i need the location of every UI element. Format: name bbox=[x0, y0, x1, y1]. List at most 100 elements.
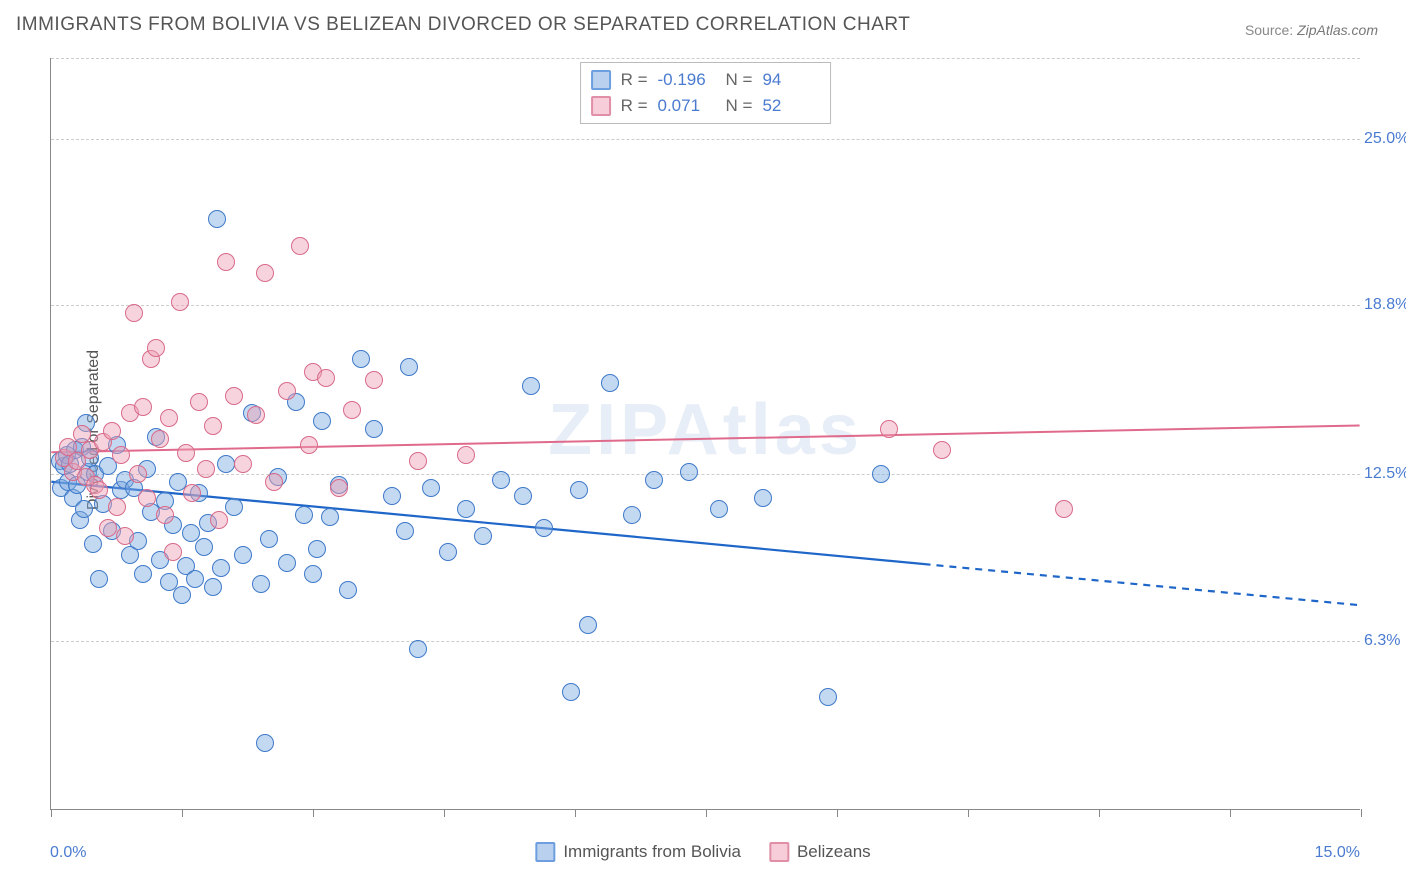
n-label: N = bbox=[726, 96, 753, 116]
data-point-belize bbox=[1055, 500, 1073, 518]
y-tick-label: 18.8% bbox=[1364, 296, 1406, 314]
swatch-bolivia bbox=[591, 70, 611, 90]
chart-container: IMMIGRANTS FROM BOLIVIA VS BELIZEAN DIVO… bbox=[0, 0, 1406, 892]
data-point-belize bbox=[265, 473, 283, 491]
legend-row-bolivia: R = -0.196 N = 94 bbox=[591, 67, 821, 93]
gridline bbox=[51, 139, 1360, 140]
y-tick-label: 6.3% bbox=[1364, 632, 1400, 650]
trendline-bolivia-dashed bbox=[924, 564, 1360, 605]
data-point-belize bbox=[99, 519, 117, 537]
data-point-bolivia bbox=[308, 540, 326, 558]
data-point-belize bbox=[147, 339, 165, 357]
data-point-bolivia bbox=[225, 498, 243, 516]
swatch-bolivia-bottom bbox=[535, 842, 555, 862]
x-tick bbox=[1230, 809, 1231, 817]
trendlines-layer bbox=[51, 58, 1360, 809]
data-point-belize bbox=[171, 293, 189, 311]
data-point-bolivia bbox=[278, 554, 296, 572]
data-point-bolivia bbox=[754, 489, 772, 507]
x-tick bbox=[837, 809, 838, 817]
data-point-bolivia bbox=[710, 500, 728, 518]
x-tick bbox=[968, 809, 969, 817]
x-axis-max-label: 15.0% bbox=[1315, 844, 1360, 862]
data-point-belize bbox=[234, 455, 252, 473]
data-point-bolivia bbox=[295, 506, 313, 524]
chart-title: IMMIGRANTS FROM BOLIVIA VS BELIZEAN DIVO… bbox=[16, 14, 910, 36]
gridline bbox=[51, 641, 1360, 642]
data-point-belize bbox=[217, 253, 235, 271]
legend-row-belize: R = 0.071 N = 52 bbox=[591, 93, 821, 119]
data-point-belize bbox=[880, 420, 898, 438]
data-point-bolivia bbox=[186, 570, 204, 588]
data-point-belize bbox=[330, 479, 348, 497]
data-point-bolivia bbox=[819, 688, 837, 706]
data-point-belize bbox=[204, 417, 222, 435]
data-point-belize bbox=[225, 387, 243, 405]
x-tick bbox=[575, 809, 576, 817]
data-point-belize bbox=[291, 237, 309, 255]
data-point-bolivia bbox=[252, 575, 270, 593]
data-point-belize bbox=[317, 369, 335, 387]
r-label: R = bbox=[621, 70, 648, 90]
source-attribution: Source: ZipAtlas.com bbox=[1245, 22, 1378, 38]
data-point-bolivia bbox=[409, 640, 427, 658]
gridline bbox=[51, 474, 1360, 475]
data-point-bolivia bbox=[365, 420, 383, 438]
data-point-bolivia bbox=[400, 358, 418, 376]
data-point-bolivia bbox=[579, 616, 597, 634]
data-point-belize bbox=[164, 543, 182, 561]
data-point-belize bbox=[156, 506, 174, 524]
legend-item-belize: Belizeans bbox=[769, 842, 871, 862]
data-point-bolivia bbox=[234, 546, 252, 564]
data-point-bolivia bbox=[256, 734, 274, 752]
data-point-belize bbox=[125, 304, 143, 322]
legend-series: Immigrants from Bolivia Belizeans bbox=[535, 842, 870, 862]
data-point-bolivia bbox=[514, 487, 532, 505]
watermark: ZIPAtlas bbox=[548, 388, 863, 470]
legend-label-bolivia: Immigrants from Bolivia bbox=[563, 842, 741, 862]
data-point-bolivia bbox=[352, 350, 370, 368]
r-value-belize: 0.071 bbox=[658, 96, 716, 116]
source-value: ZipAtlas.com bbox=[1297, 22, 1378, 38]
data-point-bolivia bbox=[75, 500, 93, 518]
data-point-bolivia bbox=[383, 487, 401, 505]
data-point-belize bbox=[90, 481, 108, 499]
data-point-bolivia bbox=[208, 210, 226, 228]
data-point-bolivia bbox=[645, 471, 663, 489]
plot-area: ZIPAtlas R = -0.196 N = 94 R = 0.071 N =… bbox=[50, 58, 1360, 810]
gridline bbox=[51, 305, 1360, 306]
data-point-belize bbox=[138, 489, 156, 507]
data-point-belize bbox=[457, 446, 475, 464]
data-point-belize bbox=[108, 498, 126, 516]
data-point-bolivia bbox=[562, 683, 580, 701]
data-point-bolivia bbox=[623, 506, 641, 524]
data-point-bolivia bbox=[457, 500, 475, 518]
x-tick bbox=[444, 809, 445, 817]
data-point-bolivia bbox=[872, 465, 890, 483]
x-tick bbox=[313, 809, 314, 817]
data-point-bolivia bbox=[212, 559, 230, 577]
x-tick bbox=[182, 809, 183, 817]
data-point-bolivia bbox=[339, 581, 357, 599]
data-point-bolivia bbox=[570, 481, 588, 499]
data-point-belize bbox=[210, 511, 228, 529]
x-tick bbox=[1099, 809, 1100, 817]
data-point-belize bbox=[134, 398, 152, 416]
data-point-bolivia bbox=[90, 570, 108, 588]
data-point-belize bbox=[197, 460, 215, 478]
data-point-belize bbox=[129, 465, 147, 483]
data-point-bolivia bbox=[422, 479, 440, 497]
data-point-bolivia bbox=[260, 530, 278, 548]
trendline-belize bbox=[51, 425, 1359, 452]
swatch-belize-bottom bbox=[769, 842, 789, 862]
n-label: N = bbox=[726, 70, 753, 90]
y-tick-label: 25.0% bbox=[1364, 130, 1406, 148]
legend-item-bolivia: Immigrants from Bolivia bbox=[535, 842, 741, 862]
data-point-bolivia bbox=[204, 578, 222, 596]
data-point-belize bbox=[300, 436, 318, 454]
n-value-bolivia: 94 bbox=[762, 70, 820, 90]
source-label: Source: bbox=[1245, 22, 1293, 38]
x-tick bbox=[706, 809, 707, 817]
r-label: R = bbox=[621, 96, 648, 116]
data-point-bolivia bbox=[439, 543, 457, 561]
